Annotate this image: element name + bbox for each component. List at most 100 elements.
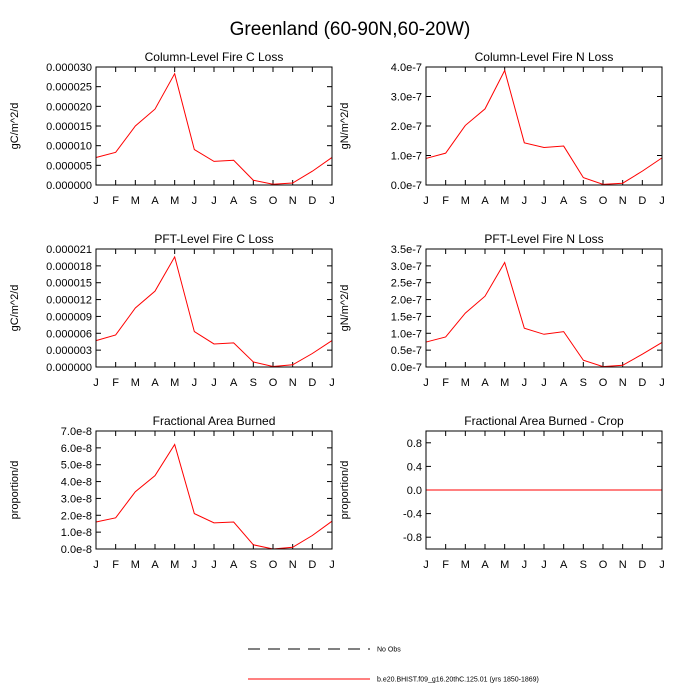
x-tick-label: F xyxy=(442,377,449,389)
x-tick-label: M xyxy=(500,195,509,207)
x-tick-label: A xyxy=(560,195,568,207)
y-tick-label: 0.000015 xyxy=(46,121,92,133)
x-tick-label: A xyxy=(230,377,238,389)
plot-frame xyxy=(95,430,333,550)
y-axis-label: gC/m^2/d xyxy=(9,285,21,332)
x-tick-label: M xyxy=(131,195,140,207)
panel-title: Column-Level Fire N Loss xyxy=(475,50,614,64)
y-tick-label: 0.0e-8 xyxy=(61,544,92,556)
y-tick-label: 6.0e-8 xyxy=(61,443,92,455)
panel-4: PFT-Level Fire N Loss gN/m^2/d 0.0e-7 0.5e-… xyxy=(339,232,665,389)
x-tick-label: D xyxy=(308,559,316,571)
y-tick-label: 0.0e-7 xyxy=(391,180,422,192)
panel-6: Fractional Area Burned - Crop proportion/… xyxy=(339,414,665,571)
x-tick-label: S xyxy=(250,195,257,207)
x-tick-label: S xyxy=(250,559,257,571)
x-tick-label: O xyxy=(269,377,278,389)
y-tick-label: 2.0e-7 xyxy=(391,295,422,307)
y-tick-label: 0.000021 xyxy=(46,244,92,256)
y-axis-label: proportion/d xyxy=(339,461,351,520)
x-tick-label: A xyxy=(481,377,489,389)
legend: No Obs b.e20.BHIST.f09_g16.20thC.125.01 (… xyxy=(248,647,539,684)
panel-title: Fractional Area Burned - Crop xyxy=(464,414,624,428)
x-tick-label: M xyxy=(500,377,509,389)
y-tick-label: 1.5e-7 xyxy=(391,311,422,323)
x-tick-label: N xyxy=(289,377,297,389)
x-tick-label: F xyxy=(442,195,449,207)
y-tick-label: 0.000018 xyxy=(46,261,92,273)
y-tick-label: 0.8 xyxy=(407,438,422,450)
x-tick-label: N xyxy=(289,559,297,571)
x-tick-label: M xyxy=(461,195,470,207)
y-tick-label: -0.8 xyxy=(403,532,422,544)
x-tick-label: A xyxy=(151,559,159,571)
x-tick-label: S xyxy=(580,195,587,207)
y-axis-label: proportion/d xyxy=(9,461,21,520)
x-tick-label: D xyxy=(638,195,646,207)
x-tick-label: F xyxy=(112,377,119,389)
x-tick-label: N xyxy=(619,377,627,389)
x-tick-label: N xyxy=(619,195,627,207)
y-tick-label: 2.0e-8 xyxy=(61,510,92,522)
x-tick-label: J xyxy=(541,377,547,389)
series-line xyxy=(95,72,333,185)
y-tick-label: 3.0e-7 xyxy=(391,92,422,104)
panel-5: Fractional Area Burned proportion/d 0.0e-8… xyxy=(9,414,335,571)
x-tick-label: S xyxy=(250,377,257,389)
y-tick-label: -0.4 xyxy=(403,509,422,521)
x-tick-label: S xyxy=(580,377,587,389)
x-tick-label: J xyxy=(211,377,217,389)
x-tick-label: O xyxy=(599,559,608,571)
x-tick-label: M xyxy=(131,377,140,389)
y-tick-label: 0.4 xyxy=(407,461,422,473)
x-tick-label: O xyxy=(269,195,278,207)
x-tick-label: J xyxy=(423,377,429,389)
x-tick-label: J xyxy=(522,559,528,571)
y-axis-label: gN/m^2/d xyxy=(339,285,351,332)
x-tick-label: J xyxy=(93,559,99,571)
y-tick-label: 3.0e-8 xyxy=(61,493,92,505)
x-tick-label: J xyxy=(541,559,547,571)
x-tick-label: M xyxy=(461,559,470,571)
y-tick-label: 0.000000 xyxy=(46,362,92,374)
y-tick-label: 0.000003 xyxy=(46,345,92,357)
legend-label-2: b.e20.BHIST.f09_g16.20thC.125.01 (yrs 18… xyxy=(377,677,539,684)
x-tick-label: D xyxy=(638,377,646,389)
y-tick-label: 0.000000 xyxy=(46,180,92,192)
y-tick-label: 4.0e-8 xyxy=(61,477,92,489)
x-tick-label: A xyxy=(230,559,238,571)
y-tick-label: 0.000012 xyxy=(46,295,92,307)
x-tick-label: J xyxy=(192,559,198,571)
y-tick-label: 0.000030 xyxy=(46,62,92,74)
x-tick-label: M xyxy=(461,377,470,389)
panel-title: Fractional Area Burned xyxy=(153,414,276,428)
x-tick-label: J xyxy=(192,377,198,389)
legend-label-1: No Obs xyxy=(377,647,401,654)
y-tick-label: 0.000006 xyxy=(46,328,92,340)
x-tick-label: D xyxy=(308,195,316,207)
x-tick-label: J xyxy=(423,195,429,207)
y-tick-label: 2.0e-7 xyxy=(391,121,422,133)
y-tick-label: 0.000025 xyxy=(46,82,92,94)
x-tick-label: J xyxy=(541,195,547,207)
x-tick-label: J xyxy=(329,377,335,389)
x-tick-label: O xyxy=(599,377,608,389)
x-tick-label: J xyxy=(329,559,335,571)
x-tick-label: O xyxy=(269,559,278,571)
y-axis-label: gC/m^2/d xyxy=(9,103,21,150)
plot-frame xyxy=(425,430,663,550)
figure-title: Greenland (60-90N,60-20W) xyxy=(230,19,471,40)
x-tick-label: J xyxy=(329,195,335,207)
y-tick-label: 0.000010 xyxy=(46,141,92,153)
y-axis-label: gN/m^2/d xyxy=(339,103,351,150)
plot-frame xyxy=(425,66,663,186)
panel-1: Column-Level Fire C Loss gC/m^2/d 0.000000… xyxy=(9,50,335,207)
x-tick-label: F xyxy=(112,195,119,207)
x-tick-label: J xyxy=(192,195,198,207)
series-line xyxy=(95,443,333,550)
x-tick-label: J xyxy=(522,377,528,389)
x-tick-label: A xyxy=(560,377,568,389)
x-tick-label: A xyxy=(151,377,159,389)
x-tick-label: A xyxy=(151,195,159,207)
